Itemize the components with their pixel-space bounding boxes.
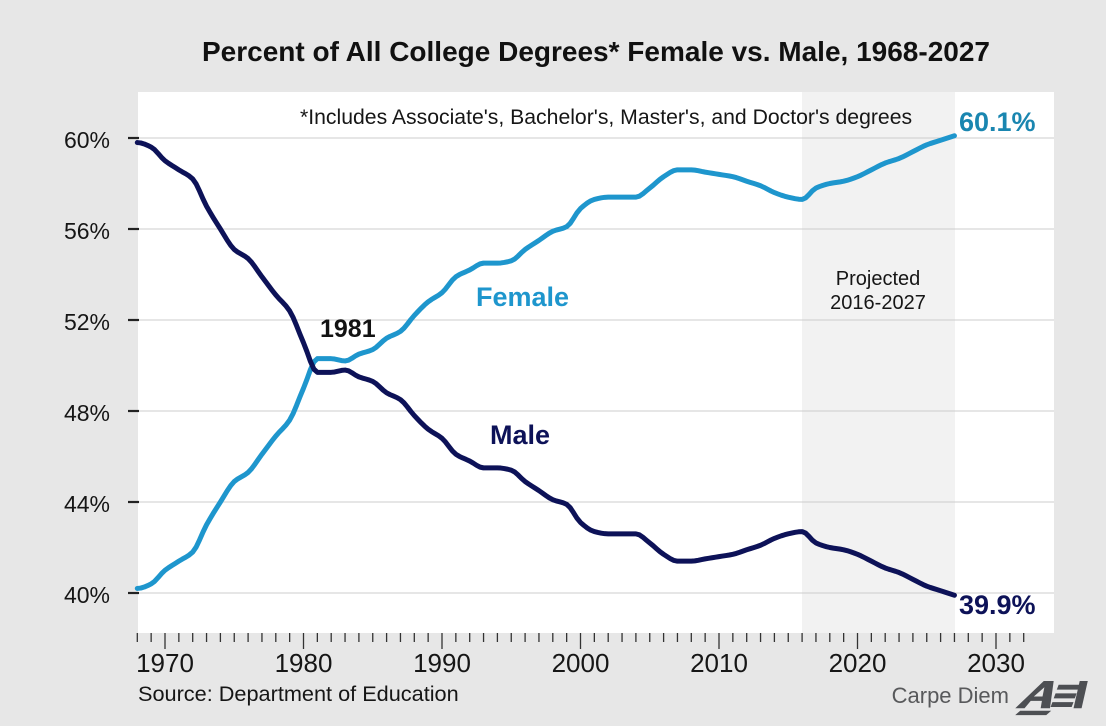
svg-text:Projected: Projected (836, 268, 921, 290)
svg-text:2016-2027: 2016-2027 (830, 292, 926, 314)
svg-text:2030: 2030 (967, 648, 1025, 678)
svg-text:Female: Female (476, 282, 569, 312)
svg-text:Carpe Diem: Carpe Diem (892, 683, 1009, 708)
svg-text:1990: 1990 (413, 648, 471, 678)
svg-text:60.1%: 60.1% (959, 107, 1036, 137)
svg-text:1970: 1970 (136, 648, 194, 678)
svg-text:1980: 1980 (275, 648, 333, 678)
svg-text:1981: 1981 (320, 315, 376, 343)
svg-text:2000: 2000 (552, 648, 610, 678)
svg-text:Source: Department of Educatio: Source: Department of Education (138, 681, 459, 706)
svg-text:Male: Male (490, 420, 550, 450)
svg-text:*Includes Associate's, Bachelo: *Includes Associate's, Bachelor's, Maste… (300, 106, 912, 129)
svg-text:2010: 2010 (690, 648, 748, 678)
svg-text:39.9%: 39.9% (959, 590, 1036, 620)
svg-text:2020: 2020 (829, 648, 887, 678)
